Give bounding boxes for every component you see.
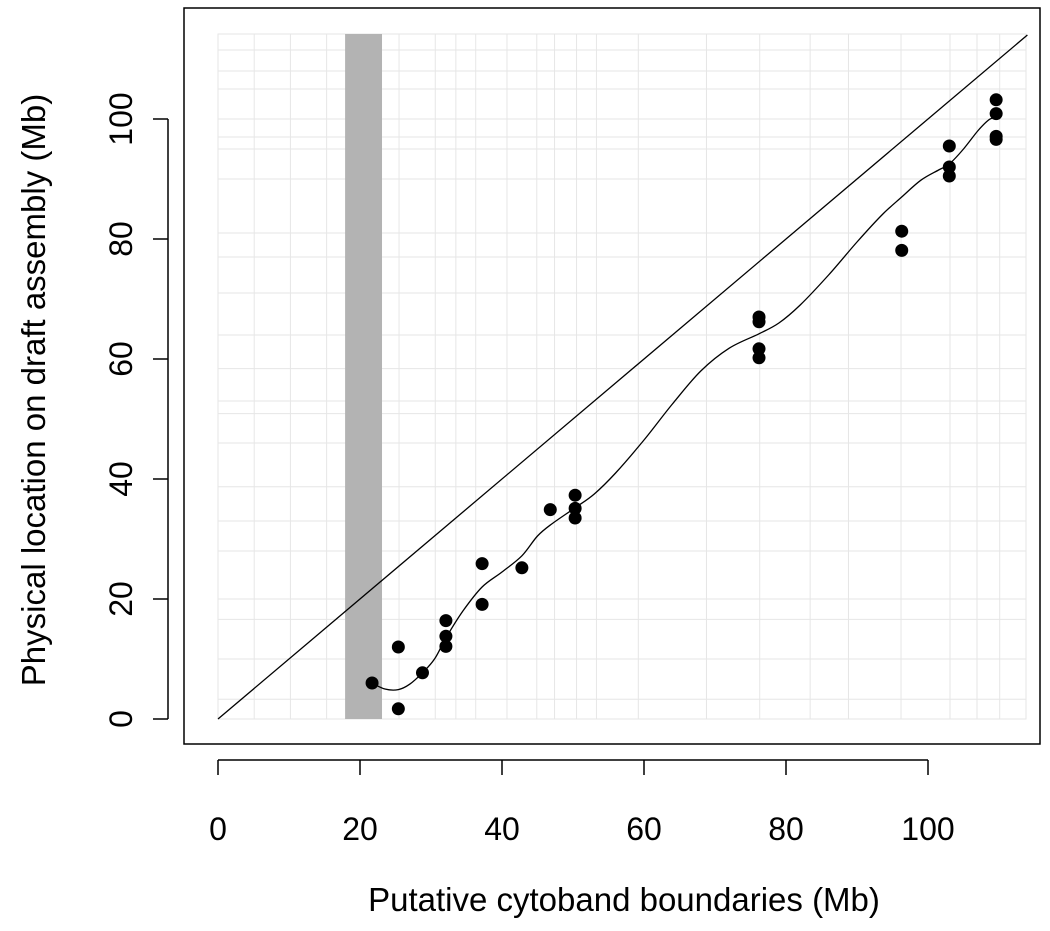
y-tick-label: 80	[103, 221, 139, 257]
x-tick-label: 80	[768, 811, 804, 847]
data-point	[475, 557, 489, 571]
x-tick-label: 20	[342, 811, 378, 847]
data-point	[439, 639, 453, 653]
data-point	[439, 614, 453, 628]
data-point	[365, 676, 379, 690]
data-point	[475, 597, 489, 611]
y-tick-label: 100	[103, 92, 139, 145]
data-point	[391, 640, 405, 654]
data-point	[752, 351, 766, 365]
axis-layer: 0 20 40 60 80 100 0 20 40 60 80 100	[103, 92, 955, 847]
x-axis-label: Putative cytoband boundaries (Mb)	[368, 881, 880, 918]
data-point	[568, 501, 582, 515]
data-point	[391, 702, 405, 716]
data-point	[543, 503, 557, 517]
data-point	[439, 629, 453, 643]
data-point	[942, 160, 956, 174]
x-tick-label: 40	[484, 811, 520, 847]
data-point	[752, 310, 766, 324]
y-tick-label: 40	[103, 461, 139, 497]
smooth-fit-line	[371, 115, 997, 691]
data-point	[568, 488, 582, 502]
data-point	[515, 561, 529, 575]
x-tick-label: 100	[901, 811, 954, 847]
data-point	[942, 139, 956, 153]
plot-frame	[183, 7, 1041, 745]
data-point	[895, 224, 909, 238]
data-point	[989, 129, 1003, 143]
data-point	[989, 107, 1003, 121]
reference-line	[217, 34, 1028, 720]
data-point	[752, 342, 766, 356]
shaded-band-layer	[345, 34, 383, 719]
y-tick-label: 20	[103, 581, 139, 617]
data-point	[415, 666, 429, 680]
line-layer	[217, 34, 1028, 720]
shaded-band	[345, 34, 383, 719]
x-tick-label: 60	[626, 811, 662, 847]
data-point	[895, 243, 909, 257]
y-tick-label: 0	[103, 710, 139, 728]
data-point	[568, 511, 582, 525]
y-tick-label: 60	[103, 341, 139, 377]
data-point	[989, 93, 1003, 107]
point-layer	[365, 93, 1003, 716]
data-point	[942, 169, 956, 183]
y-axis-label: Physical location on draft assembly (Mb)	[15, 94, 52, 686]
x-tick-label: 0	[209, 811, 227, 847]
